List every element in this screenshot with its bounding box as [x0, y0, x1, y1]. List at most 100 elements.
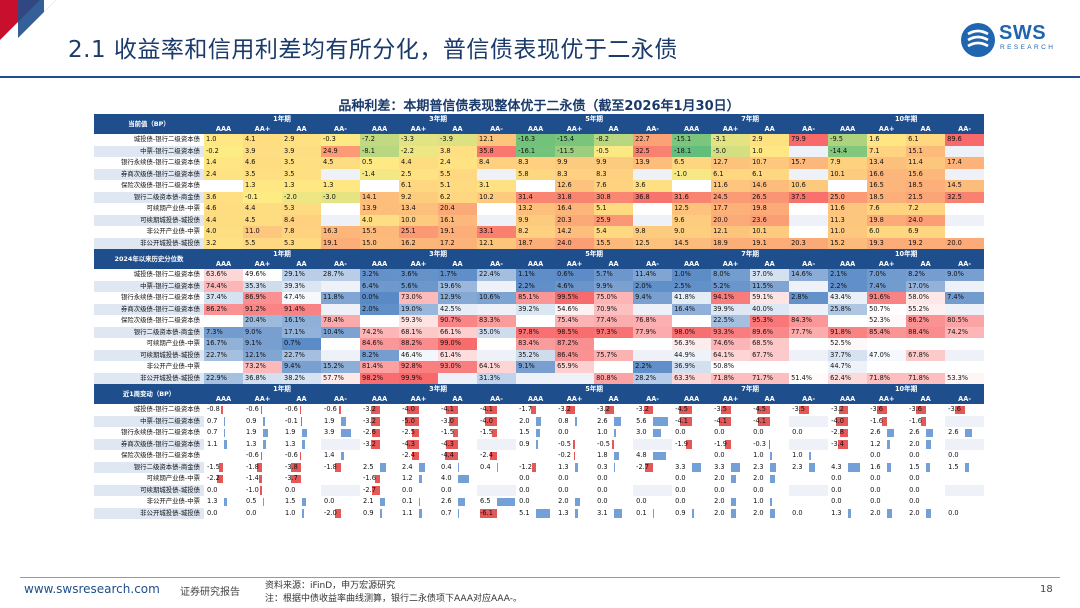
- data-cell: 39.3%: [282, 280, 321, 292]
- data-cell: [945, 415, 985, 427]
- table-row: 保险次级债-银行二级资本债 1.3 1.3 1.3 6.1 5.1 3.1 12.6 7.6 3.…: [94, 180, 985, 192]
- data-cell: -4.1: [711, 415, 751, 427]
- data-cell: -3.2: [594, 404, 634, 416]
- data-cell: 5.1: [594, 203, 634, 215]
- table-row: 非公开产业债-中票 1.3 0.5 1.5 0.0 2.1 0.1 2.6 6.5 0.0 2.0 0…: [94, 496, 985, 508]
- data-cell: -2.2: [204, 473, 243, 485]
- data-cell: -1.5: [477, 427, 517, 439]
- data-cell: 4.6: [204, 203, 243, 215]
- data-cell: 1.3: [243, 438, 282, 450]
- data-cell: 6.4%: [360, 280, 400, 292]
- data-cell: 6.2: [438, 191, 478, 203]
- data-cell: 54.6%: [555, 303, 595, 315]
- data-cell: 4.5: [243, 214, 282, 226]
- rating-header: AAA: [516, 394, 556, 404]
- change-bar: [613, 417, 621, 426]
- data-cell: -4.0: [477, 415, 517, 427]
- data-cell: 20.3: [789, 237, 829, 249]
- rating-header: AAA: [828, 394, 868, 404]
- data-cell: 68.1%: [399, 326, 439, 338]
- data-cell: 59.1%: [750, 292, 790, 304]
- change-bar: [217, 474, 224, 483]
- data-cell: 78.4%: [321, 315, 361, 327]
- data-cell: [789, 496, 829, 508]
- change-bar: [379, 509, 383, 518]
- data-cell: [633, 168, 673, 180]
- change-value: -6.1: [480, 508, 493, 517]
- data-cell: 15.1: [906, 145, 946, 157]
- row-label: 城投债-银行二级资本债: [94, 269, 204, 281]
- data-cell: 7.8: [282, 226, 321, 238]
- data-cell: 1.9: [321, 415, 361, 427]
- data-cell: 93.0%: [438, 361, 478, 373]
- data-cell: 6.1: [750, 168, 790, 180]
- data-cell: 1.4: [204, 157, 243, 169]
- data-cell: 7.4%: [867, 280, 907, 292]
- data-cell: 1.0: [204, 134, 243, 146]
- change-bar: [457, 497, 465, 506]
- data-cell: -1.8: [243, 461, 282, 473]
- data-cell: 47.0%: [867, 349, 907, 361]
- change-value: 3.1: [597, 508, 608, 517]
- data-cell: 3.2%: [360, 269, 400, 281]
- data-cell: -1.2: [516, 461, 556, 473]
- data-cell: -3.1: [711, 134, 751, 146]
- data-cell: 0.6%: [555, 269, 595, 281]
- data-cell: -0.1: [243, 191, 282, 203]
- data-cell: 22.7: [633, 134, 673, 146]
- change-bar: [725, 440, 731, 449]
- change-value: -3.2: [558, 405, 571, 414]
- change-bar: [372, 486, 380, 495]
- change-bar: [565, 405, 575, 414]
- data-cell: 15.2: [828, 237, 868, 249]
- data-cell: 73.2%: [243, 361, 282, 373]
- data-cell: -0.5: [594, 438, 634, 450]
- data-cell: 30.8: [594, 191, 634, 203]
- change-value: 0.0: [792, 508, 803, 517]
- change-bar: [882, 417, 887, 426]
- change-value: -3.2: [363, 416, 376, 425]
- data-cell: [945, 303, 985, 315]
- change-value: 2.6: [870, 428, 881, 437]
- data-cell: 25.1: [399, 226, 439, 238]
- data-cell: 16.7%: [204, 338, 243, 350]
- data-cell: 12.6: [555, 180, 595, 192]
- data-cell: 19.1: [438, 226, 478, 238]
- change-value: 2.0: [909, 439, 920, 448]
- data-cell: -1.5: [438, 427, 478, 439]
- data-cell: 2.6: [594, 415, 634, 427]
- data-cell: 11.5%: [750, 280, 790, 292]
- change-bar: [798, 405, 809, 414]
- table-row: 银行二级资本债-商金债 7.3% 9.0% 17.1% 10.4% 74.2% 68.1% 6…: [94, 326, 985, 338]
- data-cell: 2.0: [750, 507, 790, 519]
- change-value: 0.0: [324, 497, 335, 506]
- rating-header: AA-: [789, 259, 829, 269]
- change-bar: [221, 405, 224, 414]
- rating-header: AA-: [945, 124, 985, 134]
- change-bar: [418, 474, 422, 483]
- data-cell: 1.0: [750, 450, 790, 462]
- rating-header: AA: [906, 124, 946, 134]
- change-value: 1.5: [519, 428, 530, 437]
- data-cell: 40.0%: [750, 303, 790, 315]
- data-cell: -3.0: [321, 191, 361, 203]
- data-cell: -3.5: [711, 404, 751, 416]
- change-value: 4.0: [441, 474, 452, 483]
- footer-url-link[interactable]: www.swsresearch.com: [24, 582, 160, 596]
- data-cell: -18.1: [672, 145, 712, 157]
- rating-header: AA: [594, 124, 634, 134]
- data-cell: 1.1: [399, 507, 439, 519]
- data-cell: 88.4%: [906, 326, 946, 338]
- data-cell: [672, 315, 712, 327]
- change-value: -1.9: [714, 439, 727, 448]
- data-cell: 77.4%: [594, 315, 634, 327]
- data-cell: 77.9%: [633, 326, 673, 338]
- data-cell: -3.2: [360, 404, 400, 416]
- data-cell: 18.7: [516, 237, 556, 249]
- data-cell: 0.9: [243, 415, 282, 427]
- data-cell: 0.0: [633, 496, 673, 508]
- data-cell: 13.9: [360, 203, 400, 215]
- data-cell: 5.3: [282, 237, 321, 249]
- data-cell: [633, 338, 673, 350]
- data-cell: 1.5: [906, 461, 946, 473]
